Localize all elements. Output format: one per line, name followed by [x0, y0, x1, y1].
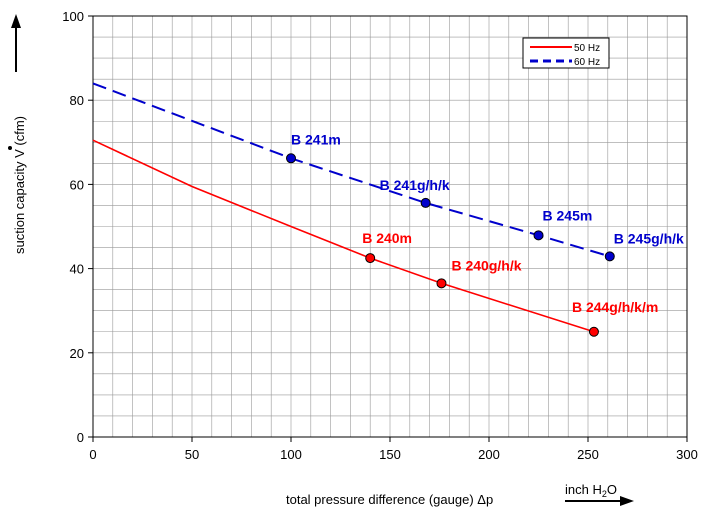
y-axis-arrow-icon [11, 14, 21, 28]
data-label: B 241g/h/k [380, 177, 450, 193]
legend-box [522, 37, 610, 69]
y-tick-label: 60 [70, 177, 84, 192]
series-line-50-hz [92, 139, 595, 333]
x-tick-label: 0 [89, 447, 96, 462]
data-point [588, 326, 599, 337]
data-point [365, 253, 376, 264]
x-tick-label: 200 [478, 447, 500, 462]
legend-label-50hz: 50 Hz [574, 43, 600, 54]
data-label: B 240m [362, 230, 412, 246]
x-axis-title: total pressure difference (gauge) Δp [286, 492, 493, 507]
x-tick-label: 250 [577, 447, 599, 462]
data-points [286, 153, 615, 337]
y-axis-dot-icon [8, 146, 12, 150]
data-label: B 244g/h/k/m [572, 299, 658, 315]
x-axis-arrow-icon [620, 496, 634, 506]
y-tick-label: 20 [70, 346, 84, 361]
y-tick-label: 80 [70, 93, 84, 108]
data-point [604, 251, 615, 262]
x-tick-label: 150 [379, 447, 401, 462]
data-label: B 241m [291, 131, 341, 147]
x-tick-label: 50 [185, 447, 199, 462]
x-axis-title-group: total pressure difference (gauge) Δp inc… [286, 482, 634, 507]
y-axis-title: suction capacity V (cfm) [12, 116, 27, 254]
data-point [420, 197, 431, 208]
data-label: B 245g/h/k [614, 230, 684, 246]
legend-label-60hz: 60 Hz [574, 57, 600, 68]
data-label: B 245m [543, 207, 593, 223]
data-point [286, 153, 296, 164]
y-tick-label: 40 [70, 262, 84, 277]
axes: 0 50 100 150 200 250 300 0 20 40 60 80 100 [62, 9, 698, 462]
data-point [533, 230, 544, 241]
data-labels: B 240m B 240g/h/k B 244g/h/k/m B 241m B 241g… [291, 131, 684, 314]
y-tick-label: 100 [62, 9, 84, 24]
y-tick-label: 0 [77, 430, 84, 445]
x-tick-label: 300 [676, 447, 698, 462]
y-axis-title-group: suction capacity V (cfm) [8, 14, 27, 254]
legend: 50 Hz 60 Hz [522, 37, 610, 69]
data-point [436, 278, 447, 289]
series-line-60-hz [92, 82, 611, 258]
grid [92, 15, 688, 438]
x-tick-label: 100 [280, 447, 302, 462]
x-axis-unit: inch H2O [565, 482, 617, 499]
series-layer [92, 82, 611, 333]
data-label: B 240g/h/k [451, 257, 521, 273]
